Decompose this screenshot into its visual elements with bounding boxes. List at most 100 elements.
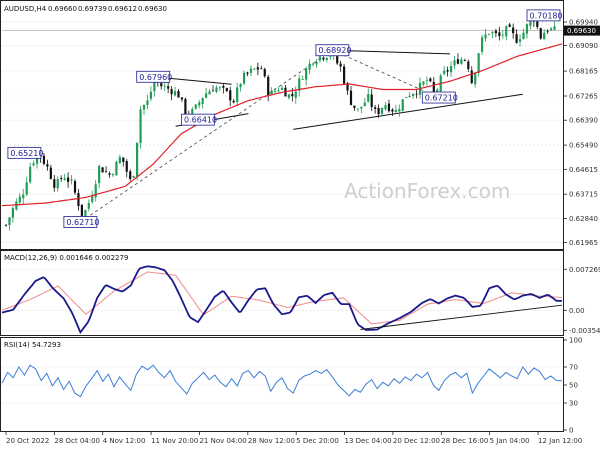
price-tick-label: 0.69940 [569, 19, 598, 27]
candle-body [349, 90, 353, 105]
candle-body [80, 204, 83, 217]
x-tick-label: 5 Jan 04:00 [490, 437, 530, 445]
price-annotation-box [136, 70, 171, 83]
candle-body [263, 69, 266, 77]
candle-body [453, 60, 456, 66]
candle-body [11, 208, 14, 218]
candle-body [515, 34, 518, 43]
macd-tick-label: -0.003542 [569, 327, 600, 335]
candle-body [343, 66, 346, 84]
candle-body [32, 163, 35, 166]
ohlc-close: 0.69630 [138, 5, 167, 13]
x-tick-label: 21 Nov 04:00 [199, 437, 246, 445]
rsi-tick-label: 50 [569, 382, 578, 390]
rsi-panel-title: RSI(14) 54.7293 [4, 341, 61, 349]
candle-body [460, 59, 463, 64]
candle-body [508, 24, 511, 27]
candle-body [429, 78, 432, 82]
candle-body [42, 155, 46, 164]
candle-body [129, 171, 132, 179]
candle-body [104, 171, 108, 173]
candle-body [242, 72, 246, 84]
candle-body [360, 106, 363, 109]
last-price-tag [564, 25, 600, 36]
candle-body [225, 88, 228, 91]
candle-body [477, 53, 480, 73]
candle-body [356, 108, 359, 110]
candle-body [149, 91, 152, 99]
candle-body [98, 165, 101, 184]
candle-body [408, 95, 411, 98]
price-annotation-label: 0.66410 [184, 116, 217, 125]
candle-body [180, 97, 184, 100]
candle-body [474, 72, 477, 85]
candle-body [232, 100, 235, 103]
watermark: ActionForex.com [344, 179, 510, 203]
price-annotation-label: 0.62710 [66, 218, 99, 227]
candle-body [249, 68, 253, 73]
candle-body [443, 70, 446, 74]
candle-body [305, 68, 308, 80]
x-tick-label: 12 Jan 12:00 [538, 437, 582, 445]
x-tick-label: 20 Oct 2022 [6, 437, 49, 445]
candle-body [118, 157, 121, 164]
candle-body [287, 94, 290, 98]
candle-body [456, 59, 460, 64]
candle-body [236, 87, 239, 103]
rsi-panel-frame [0, 337, 564, 432]
candle-body [91, 196, 94, 203]
candle-body [63, 178, 66, 180]
candle-body [260, 68, 263, 70]
candle-body [15, 201, 18, 210]
candle-body [391, 109, 394, 112]
candle-body [522, 32, 525, 40]
candle-body [274, 90, 277, 92]
candle-body [8, 217, 11, 226]
candle-body [222, 85, 225, 88]
moving-average-series [1, 43, 563, 207]
macd-tick-label: 0.00 [569, 307, 585, 315]
rsi-series [1, 364, 563, 398]
candle-body [229, 90, 232, 101]
price-panel-frame [0, 0, 564, 250]
macd-gridlines [2, 268, 562, 331]
candle-body [191, 108, 194, 119]
candle-body [529, 17, 532, 26]
candle-body [501, 34, 504, 36]
candle-body [53, 179, 56, 188]
candle-body [315, 61, 318, 65]
candle-body [370, 94, 373, 107]
candle-body [449, 66, 453, 73]
price-annotation-label: 0.67210 [425, 94, 458, 103]
candle-body [308, 63, 311, 70]
dashed-trendline [80, 49, 333, 223]
candle-body [398, 109, 401, 112]
price-tick-label: 0.63715 [569, 191, 598, 199]
price-tick-label: 0.69090 [569, 42, 598, 50]
candle-body [470, 70, 473, 84]
price-annotation-label: 0.67960 [139, 73, 172, 82]
price-tick-label: 0.66390 [569, 117, 598, 125]
candle-body [146, 100, 149, 105]
candle-body [550, 28, 553, 31]
candle-body [111, 174, 115, 176]
candle-body [512, 27, 515, 34]
price-annotation-label: 0.70180 [530, 11, 563, 20]
candle-body [412, 93, 415, 96]
candle-body [77, 193, 80, 207]
candle-body [498, 32, 501, 37]
macd-y-axis: 0.007269 0.00 -0.003542 [563, 266, 600, 335]
candle-body [481, 37, 484, 52]
price-tick-label: 0.64615 [569, 166, 598, 174]
price-tick-label: 0.67265 [569, 93, 598, 101]
candle-body [518, 39, 522, 42]
candle-body [536, 21, 539, 27]
macd-signal-line [1, 271, 563, 325]
rsi-tick-label: 30 [569, 400, 578, 408]
x-tick-label: 28 Nov 12:00 [248, 437, 295, 445]
candle-body [136, 142, 139, 177]
candle-body [218, 87, 221, 89]
macd-trendline [360, 304, 563, 330]
candle-body [432, 81, 435, 97]
price-annotation-box [421, 91, 456, 104]
